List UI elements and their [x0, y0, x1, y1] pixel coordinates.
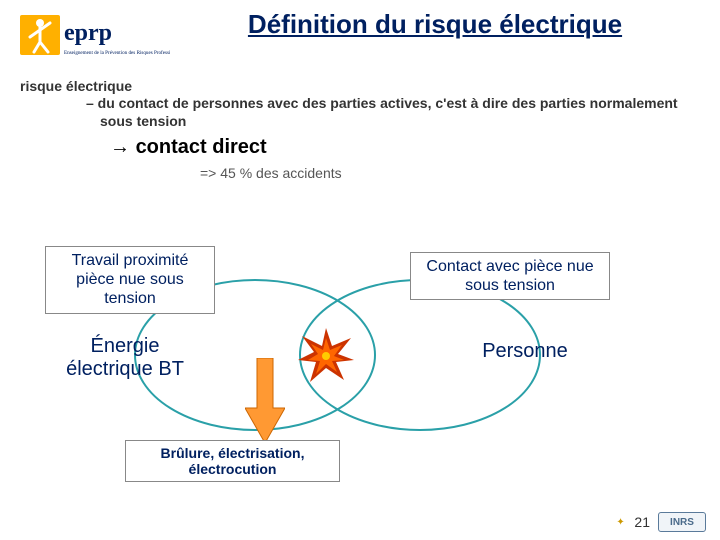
footer: ✦ 21 INRS — [616, 512, 706, 532]
label-energie-electrique: Énergie électrique BT — [45, 335, 205, 381]
accidents-stat: => 45 % des accidents — [0, 159, 720, 181]
down-arrow-icon — [245, 358, 285, 443]
page-number: 21 — [634, 514, 650, 530]
arrow-contact-direct: → contact direct — [0, 130, 720, 159]
box-contact-piece: Contact avec pièce nue sous tension — [410, 252, 610, 300]
page-title: Définition du risque électrique — [170, 10, 700, 39]
box-travail-proximite: Travail proximité pièce nue sous tension — [45, 246, 215, 314]
bullet-text: – du contact de personnes avec des parti… — [0, 94, 720, 130]
subheading: risque électrique — [0, 70, 720, 94]
box-consequences: Brûlure, électrisation, électrocution — [125, 440, 340, 482]
svg-text:eprp: eprp — [64, 20, 112, 46]
svg-text:Enseignement de la Prévention: Enseignement de la Prévention des Risque… — [64, 49, 170, 56]
inrs-logo: INRS — [658, 512, 706, 532]
eprp-logo: eprp Enseignement de la Prévention des R… — [20, 10, 170, 70]
venn-diagram: Travail proximité pièce nue sous tension… — [0, 240, 720, 490]
explosion-icon — [296, 326, 356, 386]
arrow-glyph: → — [110, 136, 130, 158]
arrow-label: contact direct — [136, 136, 267, 158]
header: eprp Enseignement de la Prévention des R… — [0, 0, 720, 70]
label-personne: Personne — [450, 340, 600, 363]
star-decoration-icon: ✦ — [616, 517, 626, 527]
